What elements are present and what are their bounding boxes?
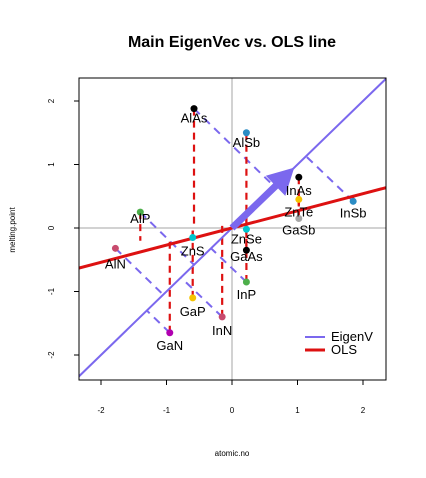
y-tick-label: -1	[47, 287, 56, 295]
y-axis-label: melting.point	[8, 207, 17, 253]
data-point	[190, 105, 198, 113]
point-label: AlP	[130, 211, 150, 226]
x-tick-label: 1	[295, 406, 300, 415]
y-tick-label: 1	[47, 162, 56, 167]
point-label: AlSb	[233, 135, 260, 150]
data-point	[295, 195, 303, 203]
point-label: GaAs	[230, 249, 263, 264]
point-label: ZnS	[181, 244, 205, 259]
data-point	[242, 246, 250, 254]
eigen-projection-line	[180, 276, 223, 318]
y-tick-label: 0	[47, 225, 56, 230]
point-label: ZnTe	[284, 204, 313, 219]
point-label: InSb	[340, 205, 367, 220]
data-point	[242, 278, 250, 286]
legend-label: OLS	[331, 342, 357, 357]
data-point	[242, 129, 250, 137]
point-label: AlN	[105, 256, 126, 271]
legend-label: EigenV	[331, 329, 373, 344]
x-tick-label: -1	[163, 406, 171, 415]
point-label: ZnSe	[231, 231, 262, 246]
plot-inner	[79, 78, 386, 380]
data-point	[189, 294, 197, 302]
point-label: AlAs	[181, 111, 208, 126]
x-tick-label: 2	[361, 406, 366, 415]
data-point	[166, 329, 174, 337]
x-axis-label: atomic.no	[215, 449, 250, 458]
y-tick-label: 2	[47, 98, 56, 103]
point-label: InN	[212, 323, 232, 338]
x-tick-label: -2	[97, 406, 105, 415]
y-tick-label: -2	[47, 351, 56, 359]
data-point	[218, 313, 226, 321]
plot-area: AlAs AlSb InAs ZnTe InSb GaSb ZnSe GaAs AlP ZnS Al…	[47, 77, 387, 415]
data-point	[295, 173, 303, 181]
point-label: InAs	[286, 183, 313, 198]
eigen-line	[79, 78, 386, 378]
eigen-vector-arrow-shaft	[229, 175, 287, 231]
data-point	[189, 234, 197, 242]
data-point	[242, 225, 250, 233]
chart-title: Main EigenVec vs. OLS line	[128, 34, 336, 51]
point-label: InP	[237, 287, 257, 302]
point-label: GaSb	[282, 222, 315, 237]
point-label: GaP	[180, 304, 206, 319]
eigen-projection-line	[139, 211, 195, 266]
eigen-projection-line	[305, 155, 354, 203]
data-point	[349, 197, 357, 205]
eigen-vector-arrow-head	[265, 167, 295, 196]
eigen-projection-line	[193, 107, 276, 188]
x-tick-label: 0	[230, 406, 235, 415]
data-point	[136, 208, 144, 216]
eigen-projection-line	[146, 309, 171, 334]
point-label: GaN	[156, 338, 183, 353]
data-point	[111, 244, 119, 252]
eigen-projection-line	[114, 247, 164, 296]
data-point	[295, 214, 303, 222]
